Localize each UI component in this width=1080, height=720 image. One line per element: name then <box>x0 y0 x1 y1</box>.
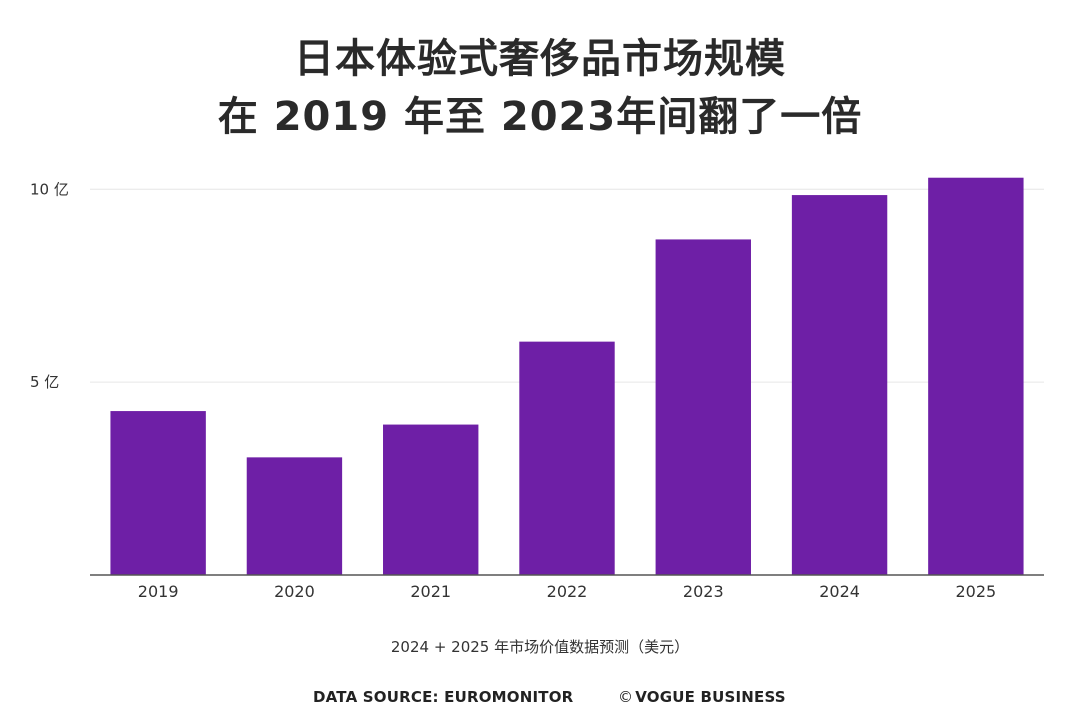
chart-title-line-1: 日本体验式奢侈品市场规模 <box>294 36 786 82</box>
bar-2021 <box>383 424 479 575</box>
y-tick-label-1: 10 亿 <box>30 180 69 198</box>
bar-2019 <box>110 411 206 575</box>
data-source: DATA SOURCE: EUROMONITOR <box>313 688 574 706</box>
bar-2022 <box>519 341 615 575</box>
bar-2023 <box>655 239 751 575</box>
x-tick-label-2023: 2023 <box>683 582 724 601</box>
x-tick-label-2019: 2019 <box>138 582 179 601</box>
bar-2020 <box>246 457 343 575</box>
x-tick-label-2025: 2025 <box>955 582 996 601</box>
chart-title: 日本体验式奢侈品市场规模 在 2019 年至 2023年间翻了一倍 <box>0 30 1080 146</box>
x-tick-label-2020: 2020 <box>274 582 315 601</box>
x-tick-label-2024: 2024 <box>819 582 860 601</box>
x-tick-label-2021: 2021 <box>410 582 451 601</box>
x-tick-label-2022: 2022 <box>547 582 588 601</box>
bar-2025 <box>928 177 1024 575</box>
copyright-icon: © <box>618 688 634 706</box>
y-tick-label-0: 5 亿 <box>30 373 59 391</box>
forecast-note: 2024 + 2025 年市场价值数据预测（美元） <box>390 638 690 656</box>
credit: © VOGUE BUSINESS <box>618 688 786 706</box>
credit-label: VOGUE BUSINESS <box>635 688 786 706</box>
chart-title-line-2: 在 2019 年至 2023年间翻了一倍 <box>217 94 863 140</box>
bar-2024 <box>791 195 888 576</box>
